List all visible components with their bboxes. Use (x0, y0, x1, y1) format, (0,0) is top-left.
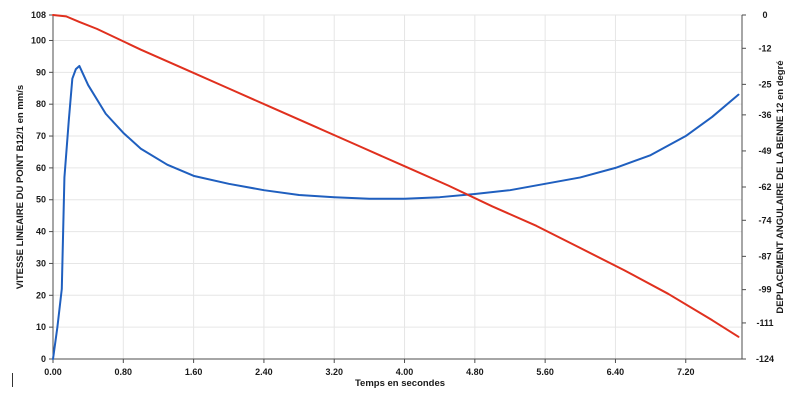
data-point-angular-displacement (96, 28, 98, 30)
data-point-linear-speed (579, 176, 581, 179)
y-right-tick-label: -99 (758, 285, 771, 295)
data-point-angular-displacement (316, 126, 318, 128)
y-right-tick-label: -62 (758, 182, 771, 192)
grid (52, 14, 742, 360)
data-point-angular-displacement (403, 165, 406, 167)
y-right-tick-label: -87 (758, 251, 771, 261)
data-point-angular-displacement (52, 14, 54, 16)
y-left-tick-label: 90 (36, 67, 46, 77)
data-point-angular-displacement (667, 293, 669, 295)
data-point-linear-speed (166, 164, 168, 166)
data-point-linear-speed (439, 196, 441, 198)
data-point-angular-displacement (184, 68, 186, 70)
data-point-linear-speed (122, 132, 124, 134)
data-point-linear-speed (737, 94, 740, 96)
data-point-linear-speed (228, 183, 230, 185)
y-left-tick-label: 80 (36, 99, 46, 109)
data-point-linear-speed (333, 196, 335, 198)
data-point-linear-speed (298, 194, 300, 196)
data-point-linear-speed (52, 358, 54, 360)
x-tick-label: 5.60 (536, 367, 554, 377)
data-point-angular-displacement (140, 49, 142, 51)
data-point-angular-displacement (228, 87, 230, 90)
series-line-angular-displacement (52, 14, 740, 338)
x-tick-label: 0.00 (44, 367, 62, 377)
y-right-axis-title: DEPLACEMENT ANGULAIRE DE LA BENNE 12 en … (775, 60, 786, 313)
y-right-tick-label: -36 (758, 110, 771, 120)
data-point-linear-speed (403, 198, 406, 200)
data-point-angular-displacement (535, 225, 537, 227)
x-tick-label: 4.80 (466, 367, 484, 377)
y-right-tick-label: -49 (758, 146, 771, 156)
data-point-linear-speed (263, 189, 265, 191)
y-left-tick-label: 108 (31, 10, 46, 20)
x-axis-title: Temps en secondes (355, 378, 445, 389)
data-point-linear-speed (509, 189, 511, 191)
data-point-angular-displacement (737, 336, 740, 338)
y-left-axis-title: VITESSE LINEAIRE DU POINT B12/1 en mm/s (15, 85, 26, 289)
data-point-linear-speed (105, 113, 107, 115)
y-left-tick-label: 40 (36, 227, 46, 237)
data-point-angular-displacement (623, 269, 625, 271)
data-point-linear-speed (75, 68, 77, 70)
data-point-linear-speed (193, 175, 195, 177)
series-line-linear-speed (52, 64, 740, 360)
y-right-tick-label: -74 (758, 215, 771, 225)
data-point-linear-speed (78, 65, 80, 67)
text-cursor (12, 373, 13, 387)
data-point-linear-speed (71, 78, 73, 80)
data-point-linear-speed (63, 176, 66, 179)
y-left-tick-label: 70 (36, 131, 46, 141)
axes: 0.00 0.80 1.60 2.40 3.20 4.00 4.80 5.60 6.40 7.20… (31, 10, 774, 377)
data-point-linear-speed (614, 167, 617, 169)
y-left-tick-label: 10 (36, 322, 46, 332)
y-right-tick-label: -25 (758, 79, 771, 89)
y-left-tick-label: 100 (31, 35, 46, 45)
y-left-tick-label: 50 (36, 195, 46, 205)
y-right-tick-label: 0 (762, 10, 767, 20)
data-point-angular-displacement (447, 185, 450, 187)
data-point-linear-speed (140, 148, 142, 150)
data-point-angular-displacement (359, 146, 362, 148)
data-point-linear-speed (685, 135, 687, 137)
x-tick-label: 7.20 (677, 367, 695, 377)
data-point-linear-speed (68, 119, 70, 121)
data-point-angular-displacement (78, 21, 80, 23)
series (52, 14, 740, 360)
data-point-linear-speed (544, 183, 546, 185)
data-point-linear-speed (650, 154, 652, 156)
data-point-linear-speed (61, 288, 63, 290)
y-right-tick-label: -111 (756, 318, 773, 328)
x-tick-label: 4.00 (396, 367, 414, 377)
data-point-linear-speed (87, 84, 89, 86)
data-point-linear-speed (474, 193, 476, 195)
x-tick-label: 1.60 (185, 367, 203, 377)
y-left-tick-label: 60 (36, 163, 46, 173)
data-point-angular-displacement (711, 319, 713, 321)
x-tick-label: 0.80 (115, 367, 133, 377)
x-tick-label: 6.40 (607, 367, 625, 377)
data-point-linear-speed (56, 326, 58, 328)
x-tick-label: 3.20 (325, 367, 343, 377)
data-point-angular-displacement (272, 107, 274, 109)
data-point-angular-displacement (579, 247, 581, 249)
x-tick-label: 2.40 (255, 367, 273, 377)
y-right-tick-label: -12 (758, 43, 771, 53)
data-point-angular-displacement (491, 205, 494, 208)
y-left-tick-label: 30 (36, 258, 46, 268)
y-left-tick-label: 20 (36, 290, 46, 300)
data-point-angular-displacement (65, 15, 67, 17)
y-left-tick-label: 0 (41, 354, 46, 364)
data-point-linear-speed (368, 198, 370, 200)
data-point-linear-speed (711, 116, 713, 118)
y-right-tick-label: -124 (756, 354, 774, 364)
